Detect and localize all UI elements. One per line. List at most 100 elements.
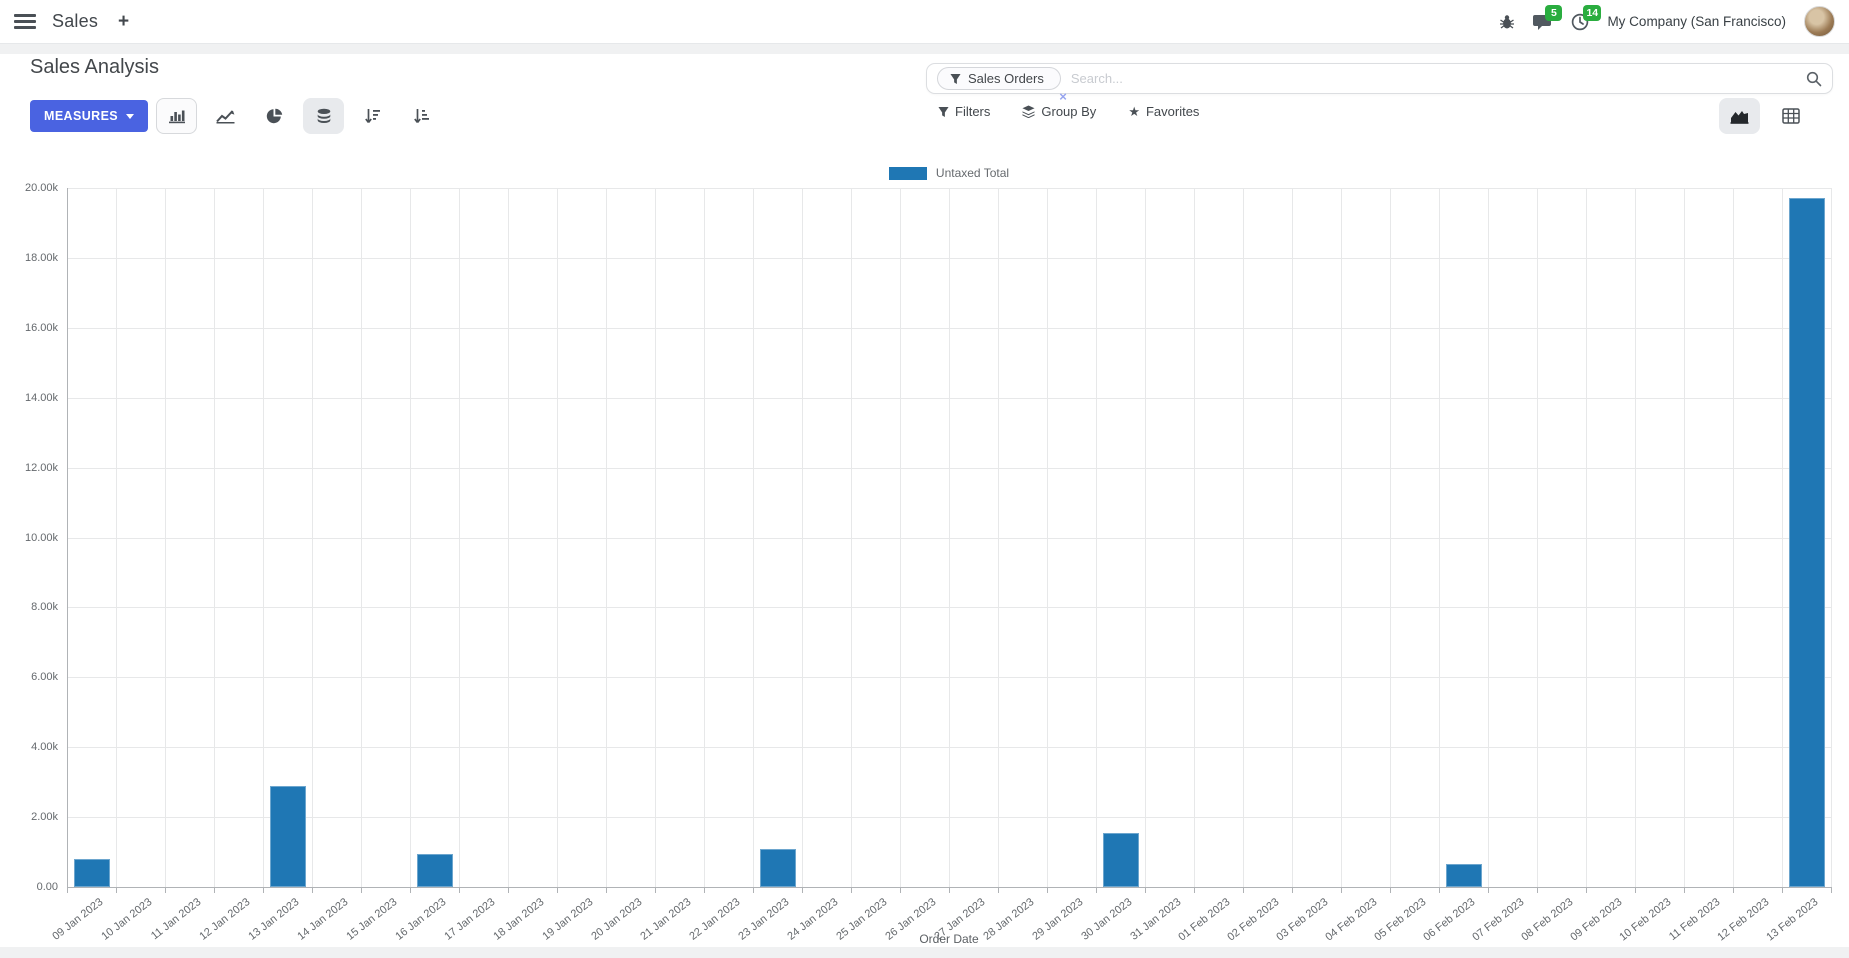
x-gridline xyxy=(1488,188,1489,887)
x-gridline xyxy=(949,188,950,887)
x-gridline xyxy=(312,188,313,887)
x-gridline xyxy=(557,188,558,887)
bar-23-jan-2023[interactable] xyxy=(759,848,796,887)
stacked-toggle-button[interactable] xyxy=(303,98,345,134)
sort-ascending-button[interactable] xyxy=(401,98,442,134)
x-axis-tickmark xyxy=(1292,887,1293,893)
activities-button[interactable]: 14 xyxy=(1571,4,1602,31)
x-gridline xyxy=(998,188,999,887)
bar-13-feb-2023[interactable] xyxy=(1788,198,1825,887)
new-tab-button[interactable]: + xyxy=(118,10,130,32)
line-chart-button[interactable] xyxy=(205,98,246,134)
x-axis-tickmark xyxy=(263,887,264,893)
x-axis-tickmark xyxy=(1047,887,1048,893)
page-background-strip xyxy=(0,947,1849,958)
graph-view-button[interactable] xyxy=(1719,98,1760,134)
app-name[interactable]: Sales xyxy=(52,11,99,31)
messages-count-badge: 5 xyxy=(1545,4,1563,21)
apps-menu-icon[interactable] xyxy=(14,14,36,29)
x-axis-tickmark xyxy=(1488,887,1489,893)
legend-untaxed-total[interactable]: Untaxed Total xyxy=(67,166,1831,180)
company-switcher[interactable]: My Company (San Francisco) xyxy=(1607,14,1786,29)
x-axis-tickmark xyxy=(165,887,166,893)
search-icon[interactable] xyxy=(1806,71,1822,87)
x-axis-tickmark xyxy=(116,887,117,893)
x-axis-tickmark xyxy=(1439,887,1440,893)
user-avatar[interactable] xyxy=(1804,6,1835,37)
y-tick-label: 20.00k xyxy=(24,182,58,194)
x-axis-tickmark xyxy=(1733,887,1734,893)
x-gridline xyxy=(1096,188,1097,887)
group-by-label: Group By xyxy=(1041,104,1097,119)
x-gridline xyxy=(1390,188,1391,887)
y-tick-label: 18.00k xyxy=(24,251,58,264)
debug-bug-icon[interactable] xyxy=(1499,14,1515,30)
x-axis-tickmark xyxy=(508,887,509,893)
chevron-down-icon xyxy=(126,113,135,119)
y-tick-label: 8.00k xyxy=(31,601,58,614)
favorites-menu[interactable]: ★ Favorites xyxy=(1128,104,1199,119)
legend-color-swatch xyxy=(888,166,927,180)
group-by-menu[interactable]: Group By xyxy=(1022,104,1096,119)
x-gridline xyxy=(1733,188,1734,887)
x-axis-tickmark xyxy=(1586,887,1587,893)
facet-remove-icon[interactable]: × xyxy=(1059,89,1067,104)
pivot-view-button[interactable] xyxy=(1770,98,1811,134)
x-axis-tickmark xyxy=(1145,887,1146,893)
y-tick-label: 16.00k xyxy=(24,321,58,334)
bar-chart-button[interactable] xyxy=(156,98,198,134)
sort-ascending-icon xyxy=(414,109,430,124)
x-gridline xyxy=(1586,188,1587,887)
filter-funnel-icon xyxy=(938,106,949,117)
x-gridline xyxy=(361,188,362,887)
x-gridline xyxy=(1831,188,1832,887)
x-axis-tickmark xyxy=(900,887,901,893)
x-axis-tickmark xyxy=(753,887,754,893)
sort-descending-button[interactable] xyxy=(352,98,393,134)
bar-16-jan-2023[interactable] xyxy=(416,854,453,887)
messages-button[interactable]: 5 xyxy=(1533,4,1563,31)
x-gridline xyxy=(753,188,754,887)
search-bar[interactable]: Sales Orders × Search... xyxy=(926,63,1833,103)
x-gridline xyxy=(459,188,460,887)
x-gridline xyxy=(606,188,607,887)
search-input[interactable]: Search... xyxy=(1070,71,1123,86)
x-gridline xyxy=(1194,188,1195,887)
measures-button[interactable]: MEASURES xyxy=(30,100,149,132)
x-axis-tickmark xyxy=(1831,887,1832,893)
x-gridline xyxy=(1145,188,1146,887)
bar-chart-icon xyxy=(168,110,185,124)
x-axis-tickmark xyxy=(1096,887,1097,893)
line-chart-icon xyxy=(216,110,235,124)
x-gridline xyxy=(1047,188,1048,887)
bar-13-jan-2023[interactable] xyxy=(269,785,306,887)
x-gridline xyxy=(165,188,166,887)
pie-chart-button[interactable] xyxy=(254,98,295,134)
y-tick-label: 12.00k xyxy=(24,461,58,474)
x-gridline xyxy=(116,188,117,887)
x-gridline xyxy=(851,188,852,887)
x-gridline xyxy=(1537,188,1538,887)
y-tick-label: 14.00k xyxy=(24,391,58,404)
bar-30-jan-2023[interactable] xyxy=(1102,832,1139,887)
x-axis-tickmark xyxy=(410,887,411,893)
x-axis-tickmark xyxy=(1782,887,1783,893)
x-axis-tickmark xyxy=(459,887,460,893)
bar-09-jan-2023[interactable] xyxy=(73,859,110,887)
sort-descending-icon xyxy=(365,109,381,124)
x-gridline xyxy=(410,188,411,887)
filters-menu[interactable]: Filters xyxy=(938,104,990,119)
x-axis-tickmark xyxy=(361,887,362,893)
search-facet-sales-orders[interactable]: Sales Orders × xyxy=(937,67,1067,103)
page-title: Sales Analysis xyxy=(30,56,159,78)
layers-icon xyxy=(1022,105,1035,118)
x-axis-tickmark xyxy=(1243,887,1244,893)
y-tick-label: 0.00 xyxy=(36,881,58,893)
x-gridline xyxy=(1635,188,1636,887)
x-gridline xyxy=(1684,188,1685,887)
bar-06-feb-2023[interactable] xyxy=(1445,864,1482,887)
x-axis-tickmark xyxy=(704,887,705,893)
star-icon: ★ xyxy=(1128,104,1140,119)
x-gridline xyxy=(214,188,215,887)
